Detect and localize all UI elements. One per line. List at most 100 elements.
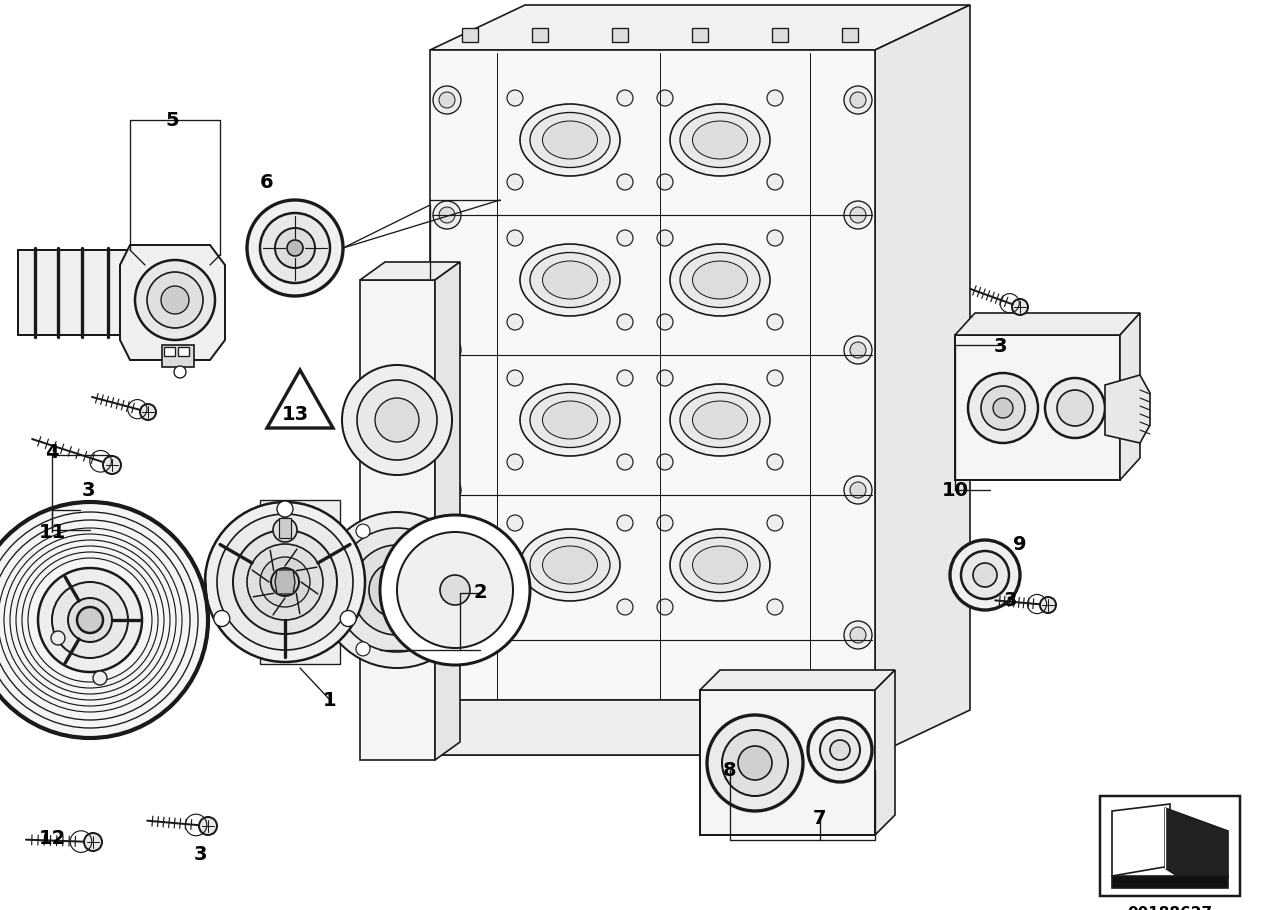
Circle shape (385, 578, 409, 602)
Text: 7: 7 (813, 808, 826, 827)
Ellipse shape (530, 392, 610, 448)
Polygon shape (842, 28, 858, 42)
Circle shape (844, 621, 873, 649)
Circle shape (1040, 597, 1057, 613)
Ellipse shape (520, 244, 620, 316)
Circle shape (135, 260, 215, 340)
Circle shape (767, 454, 782, 470)
Circle shape (656, 370, 673, 386)
Circle shape (844, 201, 873, 229)
Circle shape (507, 174, 523, 190)
Polygon shape (1112, 804, 1170, 876)
Circle shape (968, 373, 1039, 443)
Bar (163, 347, 175, 356)
Circle shape (432, 201, 461, 229)
Circle shape (994, 398, 1013, 418)
Circle shape (507, 515, 523, 531)
Ellipse shape (692, 401, 748, 439)
Circle shape (439, 342, 456, 358)
Circle shape (767, 515, 782, 531)
Circle shape (844, 706, 873, 734)
Circle shape (340, 611, 356, 626)
Circle shape (432, 476, 461, 504)
Circle shape (507, 454, 523, 470)
Text: 3: 3 (994, 338, 1006, 357)
Circle shape (277, 501, 293, 517)
Circle shape (808, 718, 873, 782)
Polygon shape (430, 50, 875, 755)
Circle shape (616, 174, 633, 190)
Circle shape (161, 286, 189, 314)
Circle shape (275, 228, 315, 268)
Text: 2: 2 (474, 583, 486, 602)
Circle shape (507, 90, 523, 106)
Circle shape (722, 730, 788, 796)
Circle shape (335, 528, 459, 652)
Circle shape (737, 746, 772, 780)
Circle shape (707, 715, 803, 811)
Circle shape (961, 551, 1009, 599)
Circle shape (423, 524, 438, 538)
Circle shape (247, 200, 344, 296)
Circle shape (844, 476, 873, 504)
Bar (1100, 796, 1239, 896)
Polygon shape (875, 5, 970, 755)
Circle shape (214, 611, 230, 626)
Circle shape (616, 314, 633, 330)
Ellipse shape (671, 244, 770, 316)
Circle shape (1045, 378, 1106, 438)
Ellipse shape (680, 113, 761, 167)
Text: 1: 1 (323, 691, 337, 710)
Circle shape (287, 240, 302, 256)
Circle shape (616, 90, 633, 106)
Text: 12: 12 (39, 828, 66, 847)
Ellipse shape (520, 384, 620, 456)
Circle shape (432, 86, 461, 114)
Polygon shape (275, 570, 295, 594)
Circle shape (396, 532, 514, 648)
Circle shape (39, 568, 142, 672)
Polygon shape (120, 245, 225, 360)
Polygon shape (435, 262, 459, 760)
Polygon shape (613, 28, 628, 42)
Ellipse shape (680, 392, 761, 448)
Circle shape (656, 454, 673, 470)
Text: 00188627: 00188627 (1127, 906, 1212, 910)
Ellipse shape (530, 113, 610, 167)
Polygon shape (532, 28, 548, 42)
Ellipse shape (692, 261, 748, 299)
Polygon shape (279, 518, 291, 538)
Circle shape (272, 568, 299, 596)
Circle shape (356, 380, 438, 460)
Polygon shape (462, 28, 477, 42)
Circle shape (432, 336, 461, 364)
Ellipse shape (692, 546, 748, 584)
Circle shape (849, 207, 866, 223)
Circle shape (767, 174, 782, 190)
Text: 3: 3 (193, 845, 207, 864)
Circle shape (849, 482, 866, 498)
Circle shape (140, 404, 156, 420)
Circle shape (950, 540, 1021, 610)
Ellipse shape (671, 384, 770, 456)
Polygon shape (1112, 876, 1228, 888)
Ellipse shape (530, 538, 610, 592)
Circle shape (656, 599, 673, 615)
Circle shape (260, 557, 310, 607)
Circle shape (319, 512, 475, 668)
Circle shape (849, 627, 866, 643)
Circle shape (51, 582, 127, 658)
Circle shape (849, 92, 866, 108)
Text: 3: 3 (1004, 591, 1017, 610)
Polygon shape (772, 28, 788, 42)
Polygon shape (430, 5, 970, 50)
Circle shape (767, 370, 782, 386)
Circle shape (353, 545, 441, 635)
Circle shape (380, 515, 530, 665)
Text: 13: 13 (282, 406, 309, 424)
Circle shape (830, 740, 849, 760)
Circle shape (218, 514, 353, 650)
Ellipse shape (543, 546, 597, 584)
Ellipse shape (671, 529, 770, 601)
Circle shape (93, 671, 107, 685)
